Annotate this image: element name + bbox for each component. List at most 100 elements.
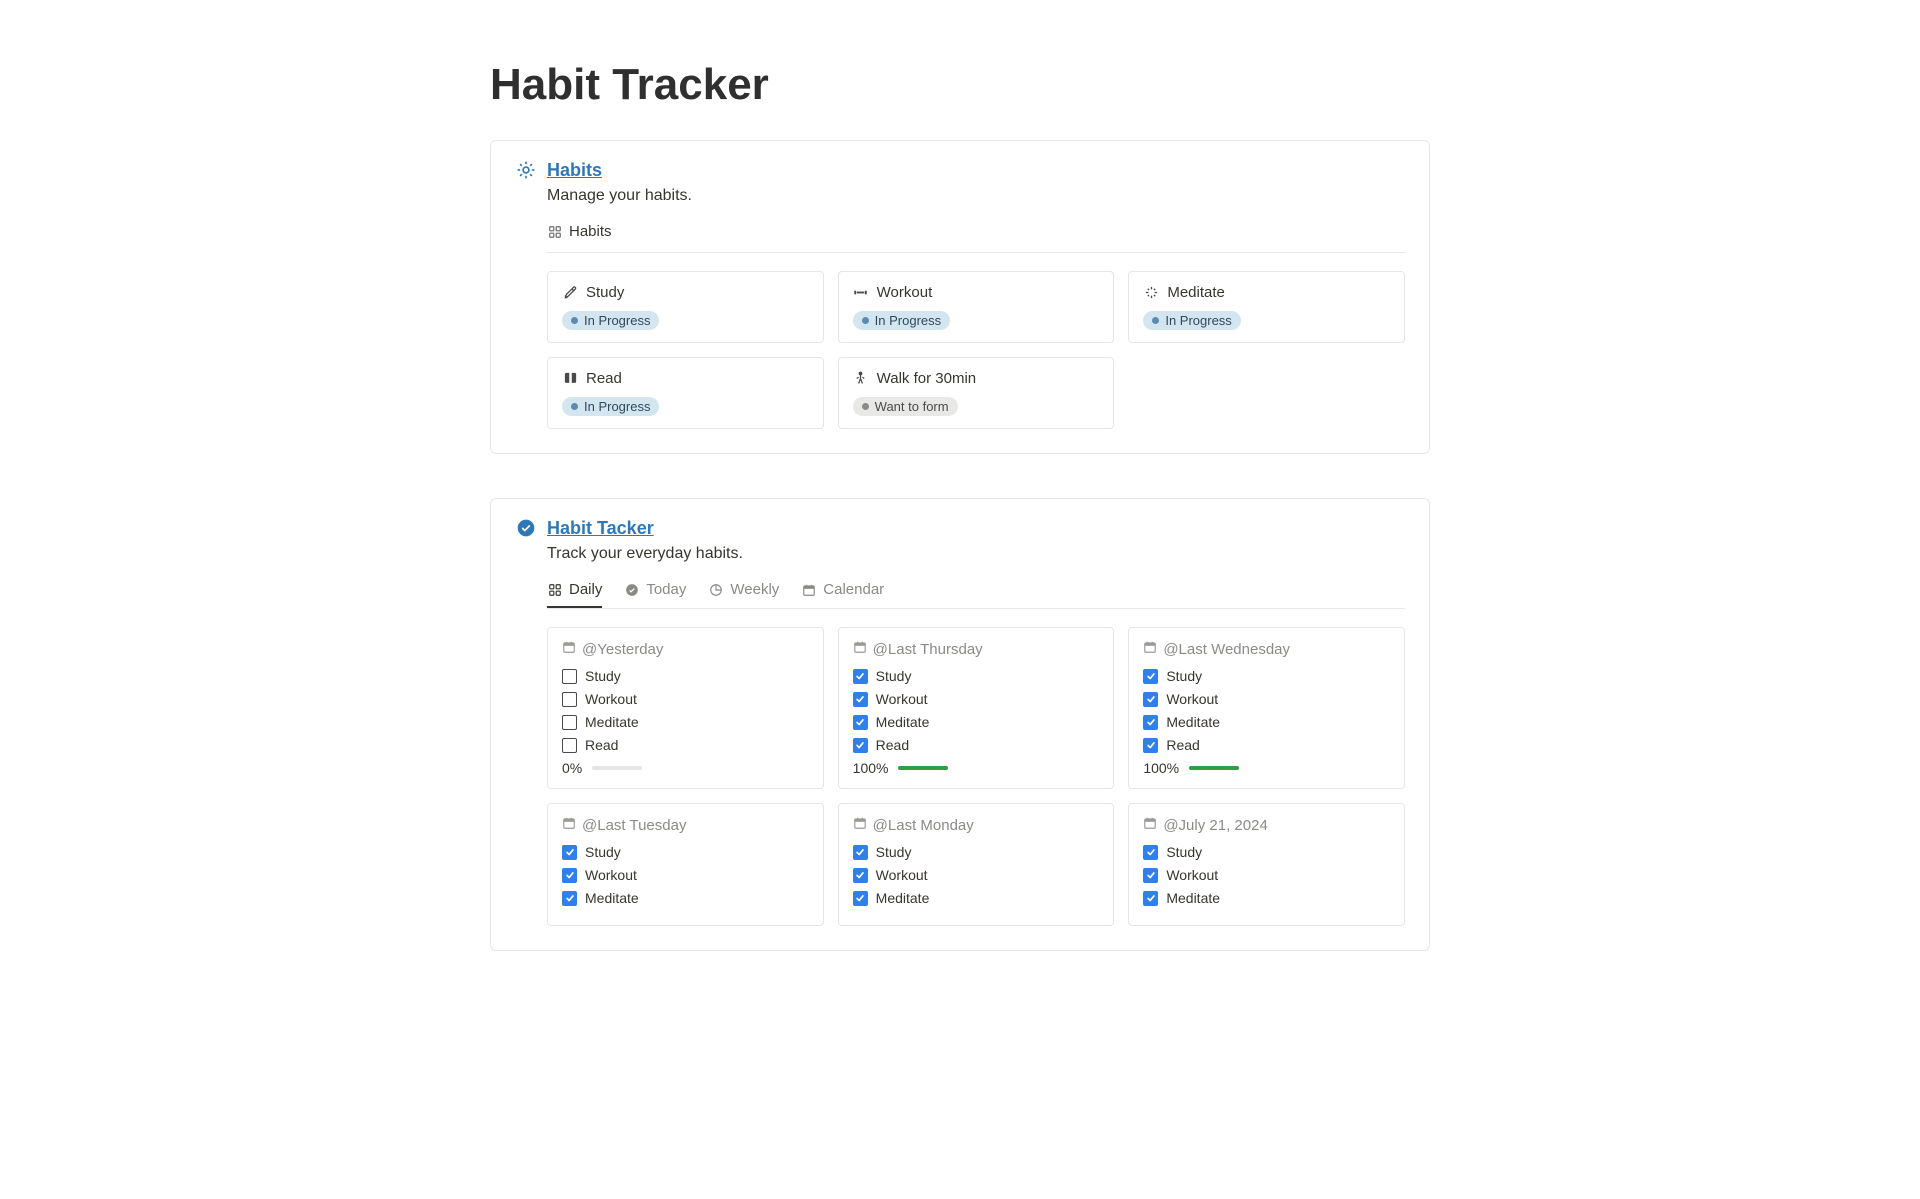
habit-check-row: Study (1143, 668, 1390, 684)
page-title: Habit Tracker (490, 60, 1430, 110)
habits-title-link[interactable]: Habits (547, 160, 602, 181)
checkbox[interactable] (562, 715, 577, 730)
tab-weekly[interactable]: Weekly (708, 581, 779, 608)
tab-label: Weekly (730, 581, 779, 598)
tracker-panel: Habit Tacker Track your everyday habits.… (490, 498, 1430, 951)
habit-check-row: Study (562, 844, 809, 860)
checkbox[interactable] (1143, 845, 1158, 860)
dumbbell-icon (853, 285, 869, 301)
checkbox[interactable] (853, 868, 868, 883)
habit-card[interactable]: Walk for 30min Want to form (838, 357, 1115, 429)
habit-card-title: Workout (877, 284, 933, 301)
habit-check-label: Workout (585, 691, 637, 707)
checkbox[interactable] (853, 845, 868, 860)
day-card[interactable]: @Last Thursday Study Workout Meditate Re… (838, 627, 1115, 789)
book-icon (562, 371, 578, 387)
habit-check-label: Study (1166, 844, 1202, 860)
checkbox[interactable] (562, 692, 577, 707)
status-dot-icon (1152, 317, 1159, 324)
day-card[interactable]: @July 21, 2024 Study Workout Meditate (1128, 803, 1405, 926)
day-card[interactable]: @Last Tuesday Study Workout Meditate (547, 803, 824, 926)
habit-check-row: Meditate (562, 890, 809, 906)
habit-check-label: Study (876, 844, 912, 860)
habit-check-row: Workout (562, 867, 809, 883)
day-card[interactable]: @Yesterday Study Workout Meditate Read 0… (547, 627, 824, 789)
tab-today[interactable]: Today (624, 581, 686, 608)
checkbox[interactable] (562, 669, 577, 684)
habit-check-label: Workout (1166, 691, 1218, 707)
habit-check-row: Meditate (1143, 714, 1390, 730)
checkbox[interactable] (562, 891, 577, 906)
checkbox[interactable] (853, 669, 868, 684)
habit-check-label: Read (1166, 737, 1199, 753)
habit-check-row: Workout (1143, 867, 1390, 883)
pie-icon (708, 582, 724, 598)
status-badge: In Progress (562, 397, 659, 416)
gallery-icon (547, 582, 563, 598)
checkbox[interactable] (853, 891, 868, 906)
habit-check-row: Read (1143, 737, 1390, 753)
progress-row: 100% (1143, 760, 1390, 776)
calendar-icon (562, 640, 576, 658)
checkbox[interactable] (1143, 692, 1158, 707)
checkbox[interactable] (1143, 669, 1158, 684)
tab-label: Daily (569, 581, 602, 598)
habit-check-label: Meditate (585, 714, 639, 730)
progress-fill (898, 766, 948, 770)
habit-check-row: Read (562, 737, 809, 753)
habit-check-label: Read (585, 737, 618, 753)
habits-view-label: Habits (569, 223, 612, 240)
progress-row: 100% (853, 760, 1100, 776)
tab-calendar[interactable]: Calendar (801, 581, 884, 608)
habit-check-label: Study (585, 844, 621, 860)
status-badge: Want to form (853, 397, 958, 416)
habits-description: Manage your habits. (547, 187, 1405, 205)
checkbox[interactable] (853, 738, 868, 753)
status-dot-icon (571, 317, 578, 324)
habit-check-row: Study (562, 668, 809, 684)
tracker-title-link[interactable]: Habit Tacker (547, 518, 654, 539)
progress-bar (592, 766, 642, 770)
habits-view-tab[interactable]: Habits (547, 223, 612, 244)
habit-check-row: Read (853, 737, 1100, 753)
habits-panel: Habits Manage your habits. Habits Study … (490, 140, 1430, 454)
tab-daily[interactable]: Daily (547, 581, 602, 608)
day-card[interactable]: @Last Monday Study Workout Meditate (838, 803, 1115, 926)
habit-check-label: Meditate (1166, 890, 1220, 906)
calendar-icon (1143, 640, 1157, 658)
checkbox[interactable] (1143, 891, 1158, 906)
calendar-icon (853, 816, 867, 834)
tab-label: Today (646, 581, 686, 598)
habit-card[interactable]: Workout In Progress (838, 271, 1115, 343)
day-card[interactable]: @Last Wednesday Study Workout Meditate R… (1128, 627, 1405, 789)
progress-fill (1189, 766, 1239, 770)
habit-card[interactable]: Read In Progress (547, 357, 824, 429)
habit-card-title: Walk for 30min (877, 370, 976, 387)
checkbox[interactable] (1143, 738, 1158, 753)
checkbox[interactable] (562, 868, 577, 883)
habit-check-row: Study (853, 844, 1100, 860)
habit-check-row: Meditate (853, 890, 1100, 906)
checkbox[interactable] (1143, 715, 1158, 730)
status-badge: In Progress (853, 311, 950, 330)
status-badge: In Progress (562, 311, 659, 330)
habit-check-label: Workout (585, 867, 637, 883)
status-dot-icon (862, 317, 869, 324)
habit-check-row: Study (853, 668, 1100, 684)
habit-card[interactable]: Study In Progress (547, 271, 824, 343)
checkbox[interactable] (853, 715, 868, 730)
calendar-icon (853, 640, 867, 658)
habit-card[interactable]: Meditate In Progress (1128, 271, 1405, 343)
status-badge-label: In Progress (875, 313, 941, 328)
day-label: @Yesterday (582, 641, 663, 658)
checkbox[interactable] (562, 845, 577, 860)
checkbox[interactable] (1143, 868, 1158, 883)
habit-check-label: Workout (876, 691, 928, 707)
walk-icon (853, 371, 869, 387)
habit-check-row: Workout (1143, 691, 1390, 707)
checkbox[interactable] (562, 738, 577, 753)
checkbox[interactable] (853, 692, 868, 707)
habit-card-title: Study (586, 284, 624, 301)
status-badge-label: Want to form (875, 399, 949, 414)
progress-label: 100% (853, 760, 889, 776)
